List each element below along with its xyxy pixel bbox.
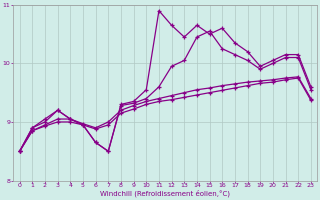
X-axis label: Windchill (Refroidissement éolien,°C): Windchill (Refroidissement éolien,°C) bbox=[100, 190, 230, 197]
